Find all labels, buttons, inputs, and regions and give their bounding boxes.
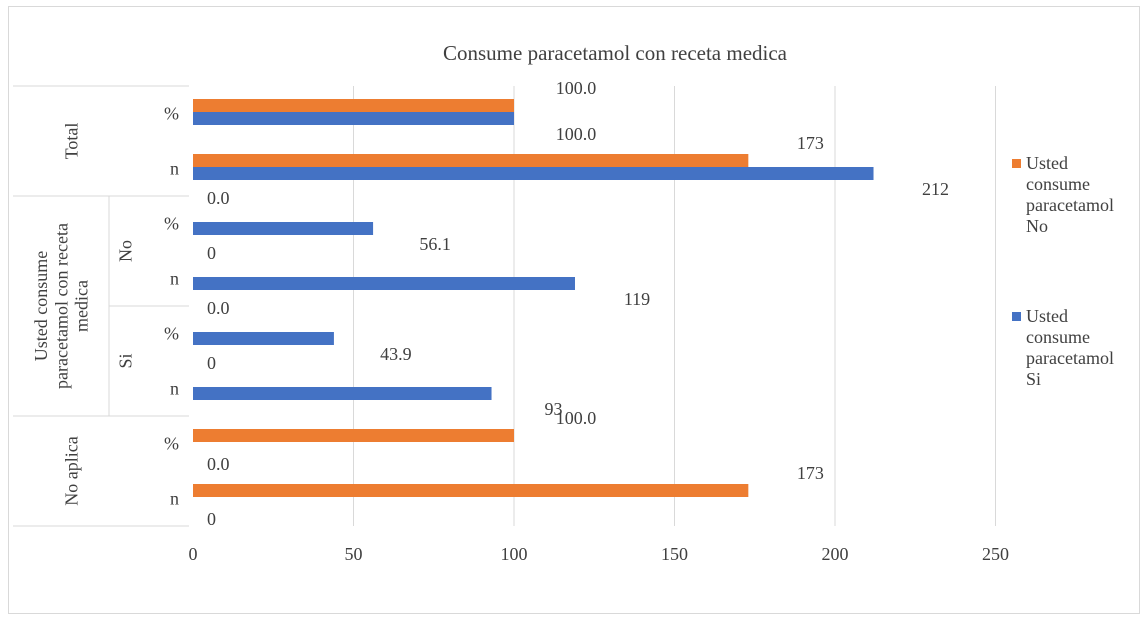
data-label: 43.9 — [380, 344, 412, 364]
bar — [193, 429, 514, 442]
data-label: 100.0 — [556, 408, 597, 428]
bar — [193, 484, 749, 497]
group-label-line: Total — [61, 123, 81, 160]
data-label: 119 — [624, 289, 650, 309]
x-axis-ticks: 0 50 100 150 200 250 — [189, 544, 1010, 564]
bar — [193, 222, 374, 235]
x-tick-label: 100 — [501, 544, 528, 564]
group-label-line: Usted consume — [31, 251, 51, 361]
bar — [193, 167, 874, 180]
row-label: n — [170, 159, 179, 179]
bar — [193, 387, 492, 400]
group-label-line: paracetamol con receta — [51, 223, 71, 389]
data-label: 93 — [545, 399, 563, 419]
row-label: % — [164, 324, 179, 344]
legend-label-line: Usted — [1026, 153, 1068, 173]
x-tick-label: 50 — [345, 544, 363, 564]
row-label: n — [170, 269, 179, 289]
legend-label-line: Usted — [1026, 306, 1068, 326]
category-axis: % n% n% n% n Total Usted consume paracetamol co… — [13, 85, 189, 527]
row-label: % — [164, 104, 179, 124]
data-label: 0 — [207, 353, 216, 373]
legend-label-line: No — [1026, 216, 1048, 236]
bar — [193, 154, 749, 167]
data-label: 0.0 — [207, 188, 230, 208]
group-label: No aplica — [61, 436, 81, 505]
group-label-line: No aplica — [61, 436, 81, 505]
group-label-line: No — [115, 240, 135, 262]
bar-chart: Consume paracetamol con receta medica % n… — [13, 41, 1114, 564]
legend-label-line: paracetamol — [1026, 195, 1114, 215]
data-label: 56.1 — [419, 234, 451, 254]
bar — [193, 332, 334, 345]
data-label: 212 — [922, 179, 949, 199]
x-tick-label: 0 — [189, 544, 198, 564]
legend-label-line: paracetamol — [1026, 348, 1114, 368]
group-label-line: Si — [115, 353, 135, 368]
row-label: % — [164, 434, 179, 454]
legend: UstedconsumeparacetamolNoUstedconsumepar… — [1012, 153, 1114, 389]
chart-area: Consume paracetamol con receta medica % n… — [8, 6, 1140, 614]
legend-swatch — [1012, 312, 1021, 321]
group-label: Total — [61, 123, 81, 160]
x-tick-label: 250 — [982, 544, 1009, 564]
data-label: 0 — [207, 509, 216, 529]
x-tick-label: 150 — [661, 544, 688, 564]
bars — [193, 99, 874, 497]
legend-label-line: Si — [1026, 369, 1041, 389]
chart-title: Consume paracetamol con receta medica — [443, 41, 788, 65]
row-label: n — [170, 489, 179, 509]
data-label: 173 — [797, 463, 824, 483]
row-label: % — [164, 214, 179, 234]
legend-label-line: consume — [1026, 327, 1090, 347]
bar — [193, 99, 514, 112]
legend-swatch — [1012, 159, 1021, 168]
data-label: 173 — [797, 133, 824, 153]
bar — [193, 277, 575, 290]
group-label-line: medica — [71, 280, 91, 332]
data-label: 0 — [207, 243, 216, 263]
group-label: Usted consume paracetamol con receta medic… — [31, 223, 91, 389]
data-label: 100.0 — [556, 124, 597, 144]
data-label: 100.0 — [556, 78, 597, 98]
data-label: 0.0 — [207, 298, 230, 318]
data-label: 0.0 — [207, 454, 230, 474]
row-label: n — [170, 379, 179, 399]
x-tick-label: 200 — [822, 544, 849, 564]
legend-label-line: consume — [1026, 174, 1090, 194]
group-label: No — [115, 240, 135, 262]
group-label: Si — [115, 353, 135, 368]
bar — [193, 112, 514, 125]
gridlines — [353, 86, 996, 526]
